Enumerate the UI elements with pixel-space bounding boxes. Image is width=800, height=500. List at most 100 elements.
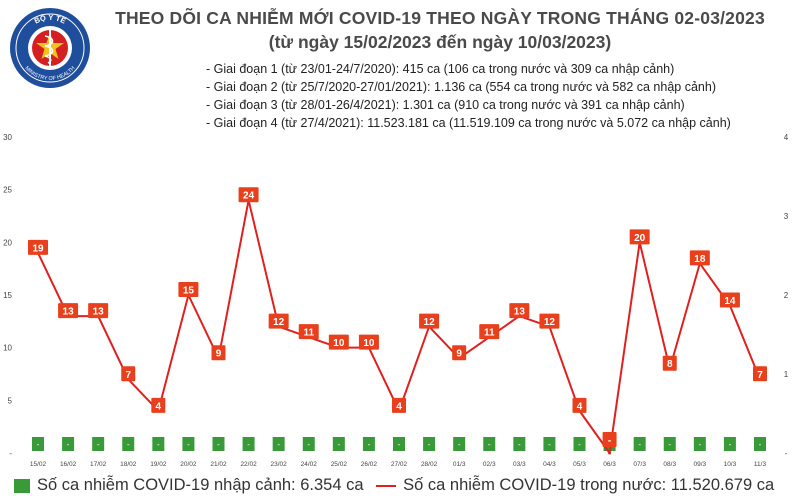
imported-bar-label: - — [488, 440, 491, 449]
phase-item-4: - Giai đoạn 4 (từ 27/4/2021): 11.523.181… — [206, 116, 731, 130]
domestic-data-label: 14 — [724, 296, 736, 307]
imported-bar-label: - — [548, 440, 551, 449]
imported-bar — [92, 437, 105, 451]
domestic-data-label: 9 — [456, 349, 462, 360]
imported-bar-label: - — [277, 440, 280, 449]
x-tick-label: 06/3 — [603, 461, 616, 468]
x-tick-label: 07/3 — [633, 461, 646, 468]
x-tick-label: 15/02 — [30, 461, 47, 468]
imported-bar — [32, 437, 44, 451]
imported-bar-label: - — [759, 440, 762, 449]
chart-title: THEO DÕI CA NHIỄM MỚI COVID-19 THEO NGÀY… — [115, 8, 765, 28]
chart-subtitle: (từ ngày 15/02/2023 đến ngày 10/03/2023) — [268, 32, 612, 52]
phase-item-1: - Giai đoạn 1 (từ 23/01-24/7/2020): 415 … — [206, 62, 675, 76]
imported-bar — [513, 437, 526, 451]
imported-bar-label: - — [698, 440, 701, 449]
domestic-data-label: 20 — [634, 233, 646, 244]
domestic-label-box — [452, 345, 467, 361]
x-tick-label: 11/3 — [754, 461, 767, 468]
y-left-tick-label: - — [9, 449, 12, 458]
domestic-label-box — [753, 366, 767, 382]
y-left-tick-label: 15 — [3, 291, 12, 300]
imported-bar — [393, 437, 405, 451]
x-tick-label: 26/02 — [361, 461, 378, 468]
domestic-data-label: 12 — [424, 317, 436, 328]
legend-imported-swatch — [14, 478, 30, 493]
y-left-tick-label: 30 — [3, 133, 12, 142]
domestic-label-box — [509, 303, 530, 319]
y-left-tick-label: 25 — [3, 186, 12, 195]
domestic-label-box — [419, 313, 440, 329]
domestic-data-label: 8 — [667, 359, 673, 370]
y-left-tick-label: 20 — [3, 238, 12, 247]
x-tick-label: 09/3 — [694, 461, 707, 468]
domestic-data-label: 19 — [32, 243, 44, 254]
x-tick-label: 27/02 — [391, 461, 408, 468]
domestic-label-box — [211, 345, 226, 361]
domestic-label-box — [178, 282, 199, 297]
imported-bar-label: - — [37, 440, 40, 449]
y-right-tick-label: 1 — [784, 370, 789, 379]
imported-bar-label: - — [729, 440, 732, 449]
domestic-label-box — [719, 292, 740, 308]
x-tick-label: 10/3 — [724, 461, 737, 468]
domestic-data-label: 11 — [484, 328, 495, 339]
phase-summary-list: - Giai đoạn 1 (từ 23/01-24/7/2020): 415 … — [206, 60, 731, 132]
y-right-tick-label: 3 — [784, 212, 789, 221]
imported-bar-label: - — [97, 440, 100, 449]
x-tick-label: 25/02 — [331, 461, 348, 468]
x-tick-label: 18/02 — [120, 461, 137, 468]
y-left-tick-label: 10 — [3, 344, 12, 353]
imported-bar-label: - — [638, 440, 641, 449]
imported-bar-label: - — [247, 440, 250, 449]
domestic-data-label: 24 — [243, 191, 255, 202]
domestic-label-box — [238, 187, 259, 203]
legend-domestic-label: Số ca nhiễm COVID-19 trong nước: 11.520.… — [403, 476, 775, 495]
domestic-data-label: 4 — [396, 401, 402, 412]
domestic-label-box — [328, 334, 349, 350]
x-tick-label: 23/02 — [271, 461, 288, 468]
domestic-data-label: 11 — [303, 328, 314, 339]
imported-bar-label: - — [127, 440, 130, 449]
y-right-tick-label: 4 — [784, 133, 789, 142]
domestic-label-box — [572, 397, 587, 413]
domestic-data-label: 4 — [156, 401, 162, 412]
domestic-data-label: 7 — [125, 370, 131, 381]
x-tick-label: 28/02 — [421, 461, 438, 468]
domestic-label-box — [151, 397, 166, 413]
imported-bar — [633, 437, 646, 451]
chart-legend: Số ca nhiễm COVID-19 nhập cảnh: 6.354 ca… — [14, 476, 774, 495]
domestic-label-box — [88, 303, 109, 319]
x-tick-label: 20/02 — [180, 461, 197, 468]
legend-domestic-swatch — [376, 484, 397, 487]
domestic-data-label: 13 — [514, 307, 526, 318]
x-tick-label: 21/02 — [210, 461, 227, 468]
imported-bar — [182, 437, 195, 451]
imported-bar — [212, 437, 225, 451]
domestic-label-box — [479, 324, 500, 340]
imported-bar-label: - — [458, 440, 461, 449]
x-tick-label: 03/3 — [513, 461, 526, 468]
logo-text-top: BỘ Y TẾ — [33, 13, 68, 26]
domestic-data-label: 7 — [757, 370, 763, 381]
imported-bar-label: - — [307, 440, 310, 449]
domestic-label-box — [358, 334, 379, 350]
imported-bar — [663, 437, 676, 451]
domestic-data-label: 10 — [363, 338, 375, 349]
imported-bar-label: - — [578, 440, 581, 449]
x-tick-label: 01/3 — [453, 461, 466, 468]
domestic-data-label: - — [608, 436, 611, 447]
domestic-label-box — [689, 250, 710, 266]
imported-bar — [483, 437, 496, 451]
y-left-tick-label: 5 — [8, 396, 13, 405]
domestic-label-box — [629, 229, 650, 245]
domestic-point — [608, 451, 612, 455]
x-tick-label: 17/02 — [90, 461, 107, 468]
imported-bar-label: - — [187, 440, 190, 449]
y-right-tick-label: 2 — [784, 291, 789, 300]
x-tick-label: 05/3 — [573, 461, 586, 468]
domestic-data-label: 13 — [63, 307, 75, 318]
x-tick-label: 02/3 — [483, 461, 496, 468]
imported-bar — [362, 437, 375, 451]
